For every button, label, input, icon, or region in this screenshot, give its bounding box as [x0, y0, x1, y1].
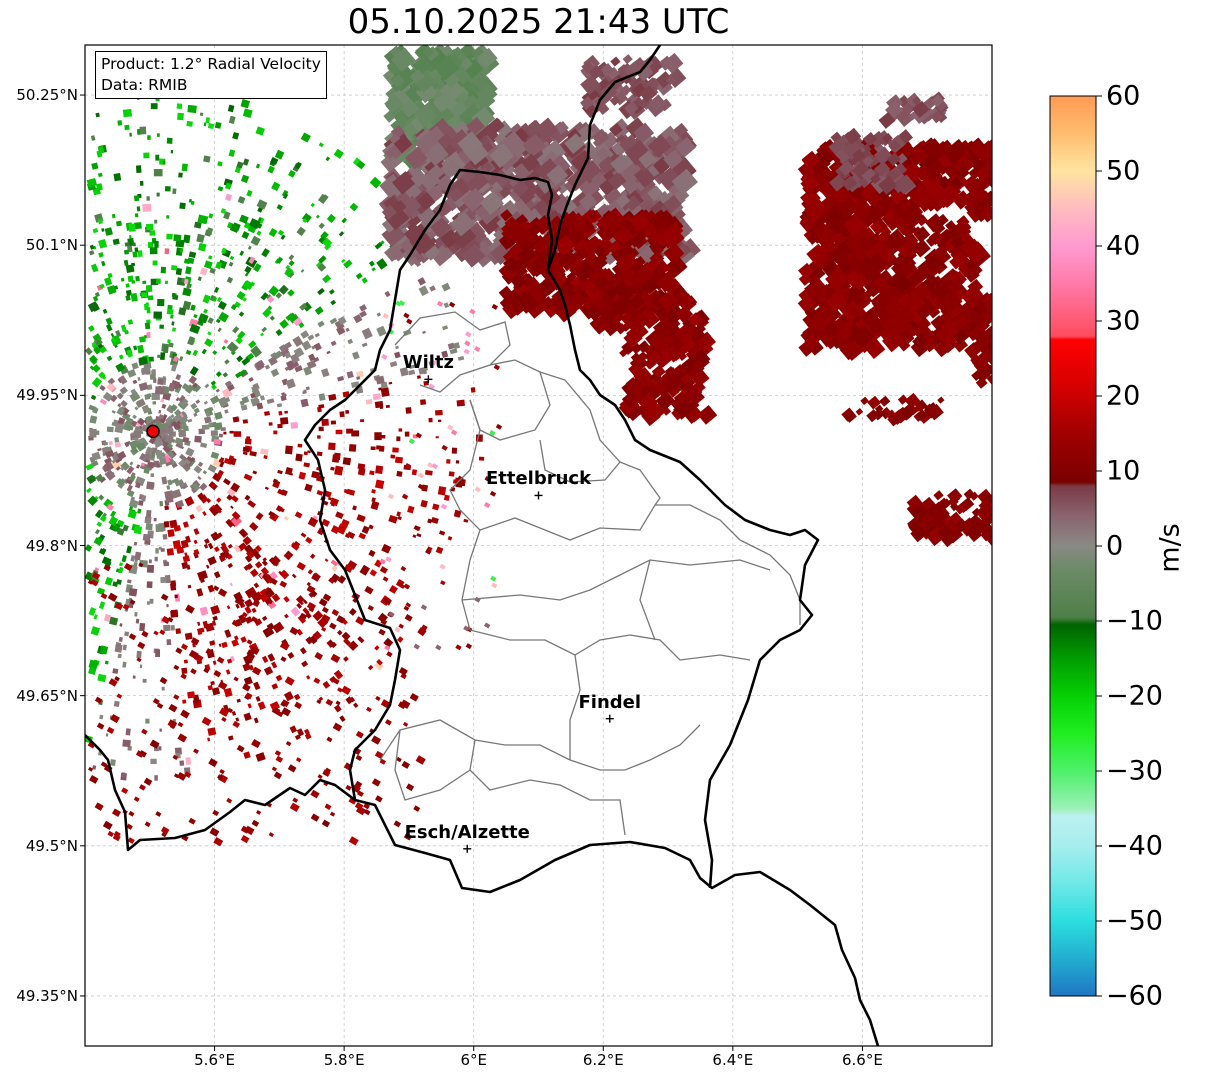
x-tick-label: 6°E	[460, 1051, 487, 1069]
city-marker	[534, 491, 543, 500]
y-tick-label: 49.65°N	[16, 686, 78, 705]
city-label: Findel	[578, 691, 642, 713]
colorbar-tick-label: 10	[1106, 455, 1141, 487]
map-title: 05.10.2025 21:43 UTC	[347, 2, 730, 42]
data-source-label: Data: RMIB	[101, 76, 188, 94]
x-tick-label: 6.2°E	[582, 1051, 624, 1069]
colorbar-tick-label: −20	[1106, 680, 1163, 712]
colorbar-tick-label: −40	[1106, 830, 1163, 862]
y-tick-label: 50.1°N	[25, 236, 78, 255]
colorbar-tick-label: −60	[1106, 980, 1163, 1012]
axis-tick-marks	[80, 94, 863, 1051]
colorbar-unit: m/s	[1154, 523, 1186, 573]
city-label: Wiltz	[402, 352, 454, 374]
country-borders	[85, 45, 880, 1046]
y-tick-label: 50.25°N	[16, 86, 78, 105]
colorbar	[1049, 95, 1097, 997]
colorbar-tick-label: 20	[1106, 380, 1141, 412]
velocity-echoes	[85, 45, 992, 847]
colorbar-tick-label: 60	[1106, 80, 1141, 112]
x-tick-label: 6.6°E	[842, 1051, 883, 1069]
colorbar-tick-label: −10	[1106, 605, 1163, 637]
colorbar-tick-label: 50	[1106, 155, 1141, 187]
colorbar-tick-label: 0	[1106, 530, 1124, 562]
colorbar-tick-label: −50	[1106, 905, 1163, 937]
product-info-box: Product: 1.2° Radial Velocity Data: RMIB	[95, 51, 327, 99]
colorbar-tick-label: 40	[1106, 230, 1141, 262]
x-tick-label: 5.6°E	[194, 1051, 235, 1069]
y-tick-label: 49.5°N	[25, 836, 78, 855]
radar-site-marker	[146, 424, 160, 439]
product-label: Product: 1.2° Radial Velocity	[101, 55, 321, 73]
city-marker	[424, 375, 433, 384]
y-tick-label: 49.8°N	[25, 536, 78, 555]
colorbar-tick-label: −30	[1106, 755, 1163, 787]
city-label: Ettelbruck	[485, 468, 592, 490]
x-tick-label: 6.4°E	[712, 1051, 754, 1069]
x-tick-label: 5.8°E	[323, 1051, 365, 1069]
city-markers	[424, 375, 614, 853]
city-label: Esch/Alzette	[404, 821, 530, 843]
colorbar-tick-marks	[1096, 95, 1102, 997]
canton-borders	[379, 311, 801, 836]
city-marker	[463, 844, 472, 853]
colorbar-tick-label: 30	[1106, 305, 1141, 337]
y-tick-label: 49.95°N	[16, 386, 78, 405]
city-marker	[605, 714, 614, 723]
y-tick-label: 49.35°N	[16, 986, 78, 1005]
